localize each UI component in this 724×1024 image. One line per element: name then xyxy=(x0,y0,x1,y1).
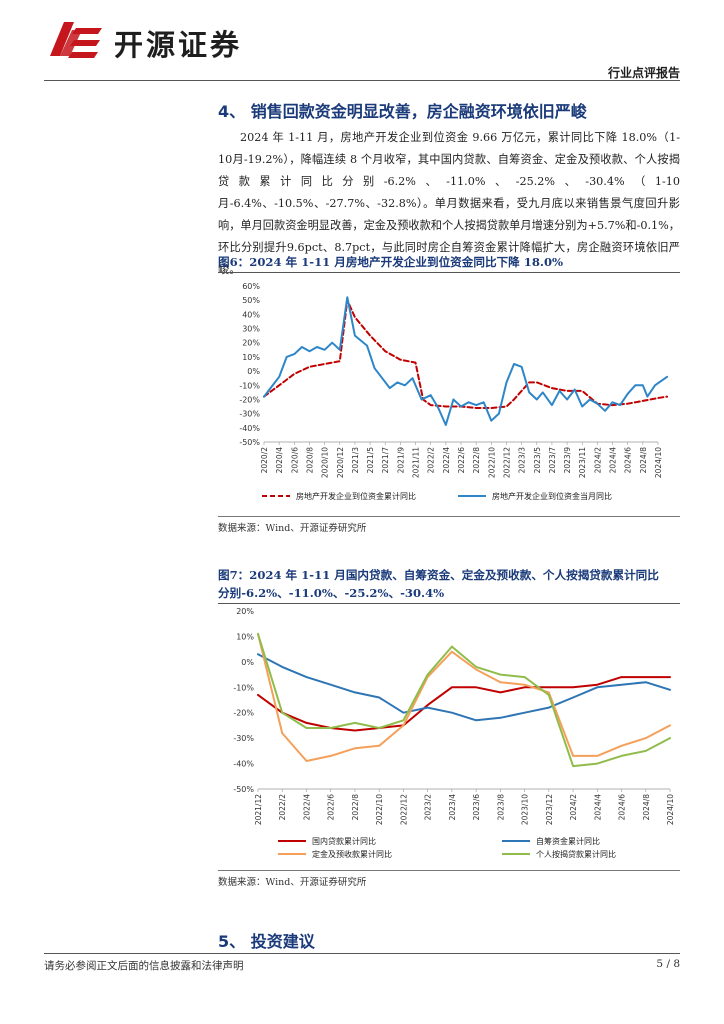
x-tick-label: 2024/10 xyxy=(666,794,675,825)
legend-label: 房地产开发企业到位资金累计同比 xyxy=(296,491,416,501)
x-tick-label: 2020/8 xyxy=(305,447,314,474)
y-tick-label: 50% xyxy=(242,296,260,305)
legend-label: 个人按揭贷款累计同比 xyxy=(536,849,616,859)
x-tick-label: 2021/5 xyxy=(366,447,375,474)
legend-label: 定金及预收款累计同比 xyxy=(312,849,392,859)
x-tick-label: 2022/6 xyxy=(457,447,466,474)
x-tick-label: 2020/6 xyxy=(290,447,299,474)
y-tick-label: -30% xyxy=(233,734,254,743)
x-tick-label: 2022/8 xyxy=(351,794,360,821)
legend-label: 自筹资金累计同比 xyxy=(536,836,600,846)
x-tick-label: 2023/7 xyxy=(548,447,557,474)
y-tick-label: 0% xyxy=(241,658,254,667)
x-tick-label: 2022/6 xyxy=(327,794,336,821)
series-line-4 xyxy=(257,632,671,768)
footer-divider xyxy=(44,953,680,954)
y-tick-label: 10% xyxy=(236,632,254,641)
report-type: 行业点评报告 xyxy=(607,66,680,80)
y-tick-label: -30% xyxy=(239,410,260,419)
section-5-title: 5、 投资建议 xyxy=(218,932,315,951)
footer-disclaimer: 请务必参阅正文后面的信息披露和法律声明 xyxy=(44,960,244,972)
y-tick-label: -40% xyxy=(239,424,260,433)
x-tick-label: 2024/6 xyxy=(624,447,633,474)
y-tick-label: 10% xyxy=(242,353,260,362)
series-line-3 xyxy=(257,632,671,762)
y-tick-label: -40% xyxy=(233,760,254,769)
x-tick-label: 2022/10 xyxy=(487,447,496,478)
x-tick-label: 2024/4 xyxy=(609,447,618,474)
x-tick-label: 2023/10 xyxy=(521,794,530,825)
x-tick-label: 2021/12 xyxy=(254,794,263,825)
figure-7-bottom-rule xyxy=(218,870,680,871)
y-tick-label: -10% xyxy=(239,381,260,390)
x-tick-label: 2024/6 xyxy=(618,794,627,821)
y-tick-label: -20% xyxy=(233,709,254,718)
x-tick-label: 2023/8 xyxy=(496,794,505,821)
figure-7-source: 数据来源：Wind、开源证券研究所 xyxy=(218,877,367,888)
figure-7-title-line-1: 图7：2024 年 1-11 月国内贷款、自筹资金、定金及预收款、个人按揭贷款累… xyxy=(218,568,659,582)
y-tick-label: 60% xyxy=(242,282,260,291)
x-tick-label: 2022/2 xyxy=(278,794,287,821)
y-tick-label: 20% xyxy=(242,339,260,348)
x-tick-label: 2023/5 xyxy=(533,447,542,474)
x-tick-label: 2022/4 xyxy=(442,447,451,474)
y-tick-label: 20% xyxy=(236,607,254,616)
x-tick-label: 2020/2 xyxy=(260,447,269,474)
x-tick-label: 2024/10 xyxy=(654,447,663,478)
figure-7-title-line-2: 分别-6.2%、-11.0%、-25.2%、-30.4% xyxy=(218,586,445,600)
x-tick-label: 2022/4 xyxy=(302,794,311,821)
y-tick-label: -10% xyxy=(233,683,254,692)
legend-label: 国内贷款累计同比 xyxy=(312,836,376,846)
section-4-paragraph: 2024 年 1-11 月，房地产开发企业到位资金 9.66 万亿元，累计同比下… xyxy=(218,131,680,276)
x-tick-label: 2023/6 xyxy=(472,794,481,821)
series-line-1 xyxy=(257,676,671,732)
figure-6-bottom-rule xyxy=(218,516,680,517)
page-number: 5 / 8 xyxy=(656,958,680,970)
y-tick-label: 40% xyxy=(242,310,260,319)
figure-6-chart: 60% 50% 40% 30% 20% 10% 0% -10% -20% -30% -40% -50%… xyxy=(239,282,669,501)
figure-7-title: 图7：2024 年 1-11 月国内贷款、自筹资金、定金及预收款、个人按揭贷款累… xyxy=(218,566,659,602)
x-tick-label: 2022/10 xyxy=(375,794,384,825)
legend-label: 房地产开发企业到位资金当月同比 xyxy=(492,491,612,501)
x-tick-label: 2024/2 xyxy=(569,794,578,821)
y-tick-label: 0% xyxy=(247,367,260,376)
y-tick-label: -20% xyxy=(239,395,260,404)
figure-7-top-rule xyxy=(218,603,680,604)
section-4-title: 4、 销售回款资金明显改善，房企融资环境依旧严峻 xyxy=(218,102,587,121)
header-divider xyxy=(44,80,680,81)
x-tick-label: 2020/12 xyxy=(336,447,345,478)
x-tick-label: 2022/8 xyxy=(472,447,481,474)
x-tick-label: 2023/2 xyxy=(424,794,433,821)
x-tick-label: 2023/12 xyxy=(545,794,554,825)
x-tick-label: 2020/4 xyxy=(275,447,284,474)
x-tick-label: 2024/8 xyxy=(639,447,648,474)
x-tick-label: 2023/9 xyxy=(563,447,572,474)
y-tick-label: -50% xyxy=(233,785,254,794)
series-line-1 xyxy=(263,299,669,409)
figure-6-title: 图6：2024 年 1-11 月房地产开发企业到位资金同比下降 18.0% xyxy=(218,255,564,269)
x-tick-label: 2024/4 xyxy=(593,794,602,821)
x-tick-label: 2021/3 xyxy=(351,447,360,474)
y-tick-label: 30% xyxy=(242,325,260,334)
brand-name: 开源证券 xyxy=(114,28,243,62)
logo-icon xyxy=(50,22,102,58)
x-tick-label: 2024/2 xyxy=(593,447,602,474)
figure-7-chart: 20% 10% 0% -10% -20% -30% -40% -50%2021/12 2022/… xyxy=(233,607,675,859)
x-tick-label: 2022/12 xyxy=(399,794,408,825)
x-tick-label: 2022/12 xyxy=(502,447,511,478)
x-tick-label: 2021/11 xyxy=(412,447,421,478)
x-tick-label: 2023/3 xyxy=(518,447,527,474)
x-tick-label: 2021/9 xyxy=(396,447,405,474)
figure-6-top-rule xyxy=(218,272,680,273)
x-tick-label: 2023/4 xyxy=(448,794,457,821)
series-line-2 xyxy=(263,296,669,426)
y-tick-label: -50% xyxy=(239,438,260,447)
series-line-2 xyxy=(257,653,671,722)
x-tick-label: 2020/10 xyxy=(321,447,330,478)
x-tick-label: 2023/11 xyxy=(578,447,587,478)
x-tick-label: 2024/8 xyxy=(642,794,651,821)
figure-6-source: 数据来源：Wind、开源证券研究所 xyxy=(218,523,367,534)
x-tick-label: 2021/7 xyxy=(381,447,390,474)
x-tick-label: 2022/2 xyxy=(427,447,436,474)
